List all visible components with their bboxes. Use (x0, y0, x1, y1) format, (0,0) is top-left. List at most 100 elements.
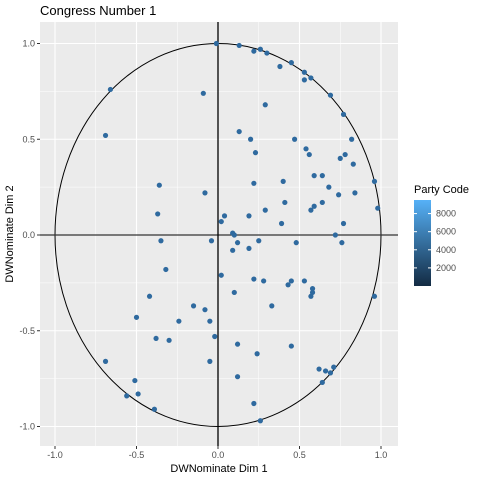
data-point (236, 42, 242, 49)
x-tick-label: 1.0 (375, 450, 388, 460)
data-point (264, 50, 270, 56)
data-point (371, 293, 378, 299)
data-point (277, 63, 283, 70)
data-point (163, 266, 169, 273)
data-point (166, 337, 172, 343)
data-point (155, 211, 161, 217)
data-point (102, 358, 109, 364)
data-point (319, 199, 325, 206)
chart-title: Congress Number 1 (40, 3, 156, 18)
data-point (124, 393, 130, 399)
data-point (339, 240, 345, 246)
data-point (234, 374, 241, 380)
y-tick-label: 0.0 (22, 230, 35, 240)
data-point (349, 136, 355, 142)
y-axis-ticks: -1.0 -0.5 0.0 0.5 1.0 (19, 39, 40, 432)
data-point (350, 161, 356, 167)
data-point (322, 368, 329, 374)
data-point (352, 190, 358, 196)
colorbar-label: 8000 (436, 209, 456, 219)
data-point (251, 180, 257, 186)
data-point (308, 293, 314, 299)
x-tick-label: 0.5 (293, 450, 306, 460)
data-point (133, 314, 140, 320)
data-point (246, 245, 252, 252)
minor-gridlines (40, 22, 398, 446)
data-point (234, 341, 241, 347)
legend-title: Party Code (414, 184, 469, 196)
colorbar-label: 6000 (436, 227, 456, 237)
legend: Party Code 2000 4000 6000 8000 (414, 184, 469, 286)
x-tick-label: 0.0 (212, 450, 225, 460)
colorbar-label: 2000 (436, 263, 456, 273)
data-point (262, 207, 268, 213)
data-point (135, 391, 141, 397)
data-point (207, 318, 213, 324)
data-point (262, 102, 268, 108)
data-point (251, 48, 257, 54)
x-tick-label: -0.5 (129, 450, 145, 460)
data-point (306, 151, 312, 158)
data-point (107, 86, 114, 93)
data-point (342, 151, 348, 158)
data-point (257, 418, 263, 424)
data-point (288, 343, 294, 349)
data-point (309, 286, 316, 292)
data-point (252, 150, 259, 156)
data-point (337, 155, 343, 161)
colorbar-ticks: 2000 4000 6000 8000 (414, 209, 456, 273)
data-point (213, 40, 219, 47)
data-point (340, 111, 347, 117)
data-point (208, 238, 215, 244)
data-point (254, 351, 260, 357)
y-tick-label: -0.5 (19, 326, 35, 336)
data-point (326, 184, 332, 190)
data-point (303, 146, 309, 152)
data-point (231, 232, 237, 238)
data-point (292, 136, 298, 142)
colorbar (414, 200, 431, 286)
data-point (319, 379, 325, 386)
plot-panel (40, 22, 398, 446)
data-point (301, 77, 307, 83)
data-point (301, 69, 307, 75)
data-points (102, 40, 381, 424)
data-point (218, 272, 224, 278)
y-tick-label: 1.0 (22, 39, 35, 49)
data-point (332, 232, 338, 238)
data-point (158, 238, 164, 244)
data-point (269, 303, 275, 309)
colorbar-label: 4000 (436, 245, 456, 255)
data-point (221, 213, 228, 219)
data-point (261, 278, 267, 284)
data-point (234, 240, 241, 246)
data-point (146, 293, 153, 299)
data-point (327, 370, 334, 376)
data-point (288, 60, 294, 66)
data-point (218, 218, 224, 225)
data-point (151, 406, 158, 412)
data-point (301, 278, 307, 284)
data-point (156, 182, 162, 188)
data-point (153, 335, 159, 342)
data-point (288, 278, 294, 284)
data-point (278, 220, 285, 227)
data-point (316, 366, 322, 372)
y-tick-label: 0.5 (22, 134, 35, 144)
data-point (371, 178, 378, 184)
data-point (293, 240, 299, 246)
data-point (202, 190, 208, 196)
data-point (231, 289, 237, 296)
x-axis-title: DWNominate Dim 1 (170, 463, 267, 475)
data-point (308, 75, 314, 81)
data-point (327, 92, 334, 98)
data-point (311, 173, 317, 179)
data-point (340, 220, 347, 227)
data-point (190, 303, 197, 309)
data-point (202, 307, 208, 313)
data-point (256, 238, 262, 244)
data-point (308, 207, 314, 213)
data-point (200, 90, 206, 96)
data-point (230, 247, 236, 253)
